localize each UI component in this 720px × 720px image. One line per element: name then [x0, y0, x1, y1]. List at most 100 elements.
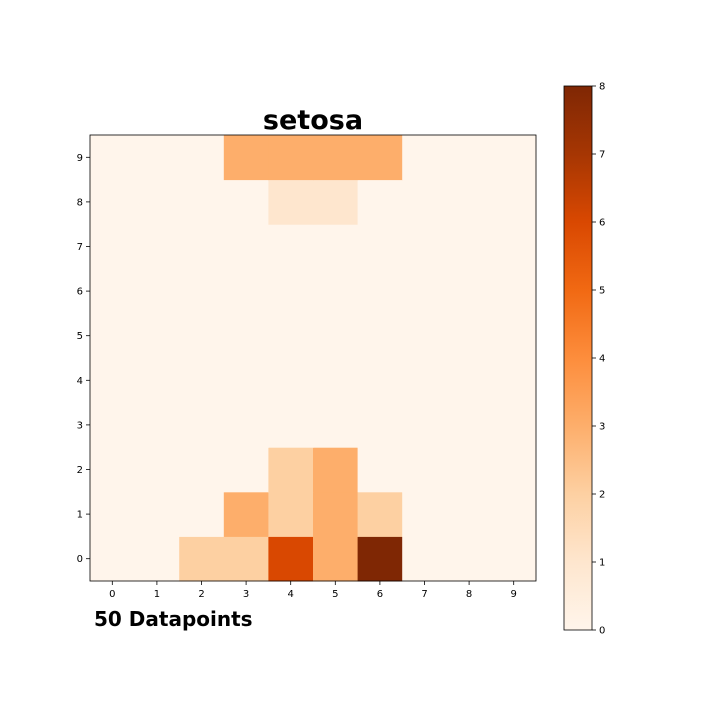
y-axis: 0 1 2 3 4 5 6 7 8 9	[77, 153, 90, 565]
heatmap-cell	[179, 491, 225, 537]
heatmap-cell	[179, 447, 225, 493]
heatmap-cell	[179, 135, 225, 181]
heatmap-cell	[90, 268, 136, 314]
heatmap-cell	[90, 313, 136, 359]
heatmap-cell	[313, 402, 359, 448]
heatmap-cell	[223, 135, 269, 181]
heatmap-cell	[313, 536, 359, 582]
heatmap-cell	[223, 224, 269, 270]
y-tick-label: 0	[77, 554, 83, 565]
y-tick-label: 6	[77, 287, 83, 298]
heatmap-cell	[223, 268, 269, 314]
heatmap-cell	[90, 536, 136, 582]
heatmap-cell	[134, 224, 180, 270]
heatmap-cell	[491, 224, 537, 270]
colorbar-tick-label: 7	[599, 150, 605, 161]
heatmap-cell	[446, 313, 492, 359]
x-tick-label: 8	[466, 589, 472, 600]
colorbar-tick-label: 2	[599, 490, 605, 501]
x-tick-label: 4	[288, 589, 294, 600]
heatmap-cell	[491, 402, 537, 448]
heatmap-cell	[357, 447, 403, 493]
heatmap-cell	[268, 179, 314, 225]
heatmap-cell	[313, 358, 359, 404]
heatmap-cell	[446, 447, 492, 493]
heatmap-cell	[446, 491, 492, 537]
heatmap-cell	[134, 135, 180, 181]
heatmap-cell	[179, 536, 225, 582]
heatmap-cell	[223, 447, 269, 493]
heatmap-cell	[446, 358, 492, 404]
x-tick-label: 6	[377, 589, 383, 600]
y-tick-label: 3	[77, 420, 83, 431]
heatmap-cell	[268, 402, 314, 448]
heatmap-cell	[491, 358, 537, 404]
heatmap-cell	[402, 491, 448, 537]
heatmap-cell	[313, 179, 359, 225]
heatmap-cell	[357, 536, 403, 582]
heatmap-cell	[90, 358, 136, 404]
heatmap-cell	[491, 135, 537, 181]
heatmap-cell	[357, 402, 403, 448]
heatmap-cell	[90, 491, 136, 537]
heatmap-cell	[90, 179, 136, 225]
heatmap-cell	[223, 402, 269, 448]
heatmap-cell	[268, 135, 314, 181]
heatmap-cell	[268, 491, 314, 537]
colorbar-tick-label: 0	[599, 626, 605, 637]
heatmap-cell	[268, 268, 314, 314]
heatmap-cell	[313, 313, 359, 359]
heatmap-cell	[268, 224, 314, 270]
heatmap-cell	[179, 268, 225, 314]
colorbar-tick-label: 6	[599, 218, 605, 229]
x-tick-label: 2	[198, 589, 204, 600]
y-tick-label: 7	[77, 242, 83, 253]
heatmap-cell	[134, 313, 180, 359]
x-tick-label: 7	[421, 589, 427, 600]
x-tick-label: 9	[511, 589, 517, 600]
y-tick-label: 1	[77, 510, 83, 521]
heatmap-cell	[446, 268, 492, 314]
heatmap-cell	[446, 536, 492, 582]
heatmap-cell	[313, 135, 359, 181]
heatmap-cell	[90, 135, 136, 181]
heatmap-cell	[223, 536, 269, 582]
heatmap-cell	[357, 313, 403, 359]
colorbar-tick-label: 3	[599, 422, 605, 433]
x-axis: 0 1 2 3 4 5 6 7 8 9	[109, 581, 517, 600]
heatmap-cell	[446, 402, 492, 448]
heatmap-cell	[491, 491, 537, 537]
heatmap-cell	[134, 179, 180, 225]
plot-frame	[89, 134, 537, 582]
heatmap-cell	[357, 135, 403, 181]
heatmap-cell	[357, 268, 403, 314]
y-tick-label: 5	[77, 331, 83, 342]
heatmap-cell	[446, 135, 492, 181]
heatmap-cell	[446, 179, 492, 225]
y-tick-label: 2	[77, 465, 83, 476]
colorbar-tick-label: 1	[599, 558, 605, 569]
x-tick-label: 3	[243, 589, 249, 600]
heatmap-cell	[268, 358, 314, 404]
heatmap-cell	[402, 179, 448, 225]
heatmap-cell	[179, 402, 225, 448]
heatmap-cell	[313, 447, 359, 493]
heatmap-cell	[90, 224, 136, 270]
heatmap-cell	[313, 224, 359, 270]
heatmap-cell	[134, 447, 180, 493]
heatmap-cell	[134, 536, 180, 582]
heatmap-cells	[90, 135, 537, 582]
chart-title: setosa	[263, 105, 363, 136]
heatmap-cell	[268, 447, 314, 493]
x-tick-label: 1	[154, 589, 160, 600]
heatmap-cell	[491, 313, 537, 359]
heatmap-cell	[268, 536, 314, 582]
heatmap-cell	[357, 224, 403, 270]
heatmap-cell	[357, 179, 403, 225]
heatmap-cell	[402, 536, 448, 582]
colorbar-tick-label: 5	[599, 286, 605, 297]
heatmap-cell	[491, 447, 537, 493]
datapoints-label: 50 Datapoints	[94, 607, 253, 631]
